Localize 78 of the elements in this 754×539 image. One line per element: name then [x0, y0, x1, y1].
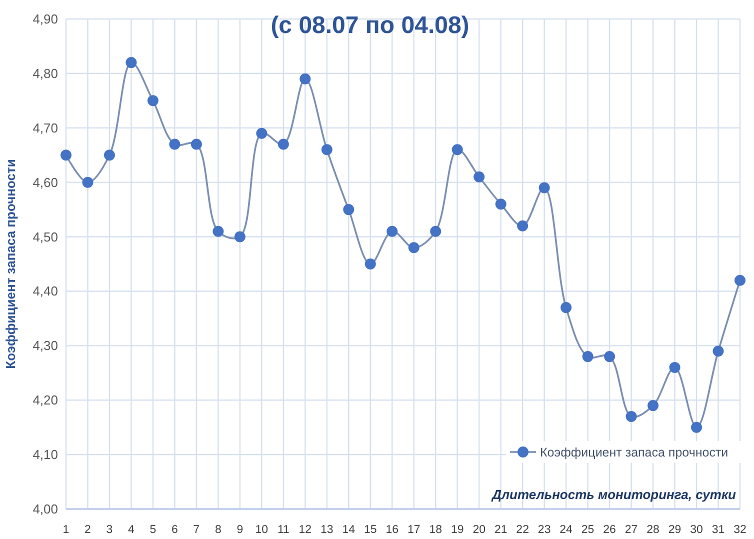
point: [169, 138, 180, 150]
point: [364, 258, 376, 270]
point: [734, 274, 746, 286]
y-tick-label: 4,30: [32, 338, 58, 354]
point: [669, 362, 680, 373]
point: [234, 231, 246, 242]
x-tick-label: 10: [255, 524, 268, 536]
point: [60, 150, 72, 161]
x-tick-label: 1: [62, 524, 70, 536]
point: [126, 57, 137, 68]
x-tick-label: 19: [450, 524, 464, 536]
y-tick-label: 4,10: [32, 447, 58, 462]
x-tick-label: 17: [407, 524, 420, 536]
point: [582, 351, 594, 362]
x-tick-label: 18: [429, 524, 442, 536]
y-tick-label: 4,50: [32, 229, 58, 244]
y-axis-title: Коэффициент запаса прочности: [3, 159, 18, 369]
point: [256, 128, 268, 139]
x-tick-label: 20: [472, 524, 486, 536]
x-tick-label: 25: [581, 524, 594, 536]
point: [691, 422, 702, 433]
x-tick-label: 28: [646, 524, 660, 536]
x-tick-label: 4: [128, 524, 136, 536]
x-tick-label: 29: [668, 524, 682, 536]
x-tick-label: 21: [494, 524, 508, 536]
x-tick-label: 26: [603, 524, 616, 536]
point: [190, 138, 202, 150]
x-tick-label: 27: [624, 524, 638, 536]
x-axis-title: Длительность мониторинга, сутки: [491, 487, 736, 502]
x-tick-label: 30: [690, 524, 703, 536]
x-tick-label: 6: [172, 524, 178, 536]
y-tick-label: 4,60: [32, 174, 58, 190]
y-tick-label: 4,80: [32, 66, 58, 81]
point: [712, 346, 724, 357]
point: [343, 204, 354, 216]
x-tick-label: 12: [298, 524, 312, 536]
y-tick-label: 4,20: [32, 392, 58, 408]
point: [626, 410, 637, 422]
chart-title: (с 08.07 по 04.08): [270, 12, 470, 39]
y-tick-label: 4,90: [32, 12, 58, 26]
x-tick-label: 2: [84, 524, 91, 536]
point: [474, 171, 485, 182]
point: [517, 220, 528, 232]
point: [604, 351, 616, 362]
x-tick-label: 16: [386, 524, 399, 536]
x-tick-label: 14: [342, 524, 356, 536]
y-tick-label: 4,40: [32, 284, 58, 299]
y-tick-label: 4,00: [32, 502, 58, 516]
point: [321, 144, 332, 156]
x-tick-label: 13: [320, 524, 334, 536]
point: [212, 226, 224, 237]
point: [560, 302, 572, 314]
x-tick-label: 32: [734, 524, 746, 536]
point: [648, 400, 659, 412]
x-tick-label: 3: [106, 524, 113, 536]
x-tick-label: 22: [516, 524, 529, 536]
x-tick-label: 31: [712, 524, 725, 536]
y-tick-label: 4,70: [32, 120, 58, 136]
x-tick-label: 11: [277, 524, 290, 536]
x-tick-label: 9: [236, 524, 244, 536]
x-tick-label: 5: [150, 524, 156, 536]
legend-label: Коэффициент запаса прочности: [540, 446, 728, 460]
x-tick-label: 24: [560, 524, 574, 536]
point: [147, 95, 158, 106]
point: [430, 226, 442, 237]
point: [104, 150, 115, 161]
point: [278, 138, 289, 150]
x-tick-label: 23: [538, 524, 551, 536]
point: [386, 226, 398, 237]
x-tick-label: 15: [364, 524, 377, 536]
point: [538, 182, 550, 194]
x-tick-label: 7: [193, 524, 200, 536]
point: [452, 144, 463, 156]
point: [300, 73, 311, 84]
point: [408, 242, 420, 254]
point: [82, 176, 94, 188]
x-tick-label: 8: [214, 524, 222, 536]
point: [495, 198, 506, 210]
